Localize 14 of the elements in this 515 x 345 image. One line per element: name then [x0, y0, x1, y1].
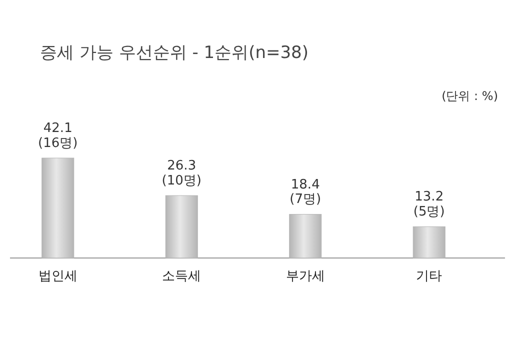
text: (단위 : %): [442, 89, 498, 103]
x-tick-label: 소득세: [162, 269, 202, 284]
x-tick-label: 부가세: [286, 269, 325, 284]
bar: [412, 226, 446, 258]
data-label: 26.3 (10명): [162, 158, 202, 188]
bar: [289, 214, 322, 258]
data-label: 42.1 (16명): [38, 121, 78, 151]
data-label: 18.4 (7명): [290, 177, 322, 208]
bar: [42, 158, 74, 258]
x-tick-label: 기타: [416, 269, 442, 284]
x-tick-label: 법인세: [38, 269, 78, 284]
bar: [165, 195, 198, 258]
data-label: 13.2 (5명): [413, 190, 445, 220]
chart-title: 증세 가능 우선순위 - 1순위(n=38): [40, 43, 308, 63]
